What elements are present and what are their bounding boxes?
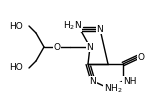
Text: N: N (87, 42, 93, 51)
Text: HO: HO (9, 21, 23, 30)
Text: N: N (97, 24, 103, 33)
Text: H$_2$N: H$_2$N (63, 19, 81, 31)
Text: NH: NH (123, 77, 136, 86)
Text: O: O (54, 42, 61, 51)
Text: NH$_2$: NH$_2$ (104, 82, 122, 95)
Text: O: O (138, 52, 145, 61)
Text: N: N (90, 77, 96, 86)
Text: HO: HO (9, 63, 23, 72)
